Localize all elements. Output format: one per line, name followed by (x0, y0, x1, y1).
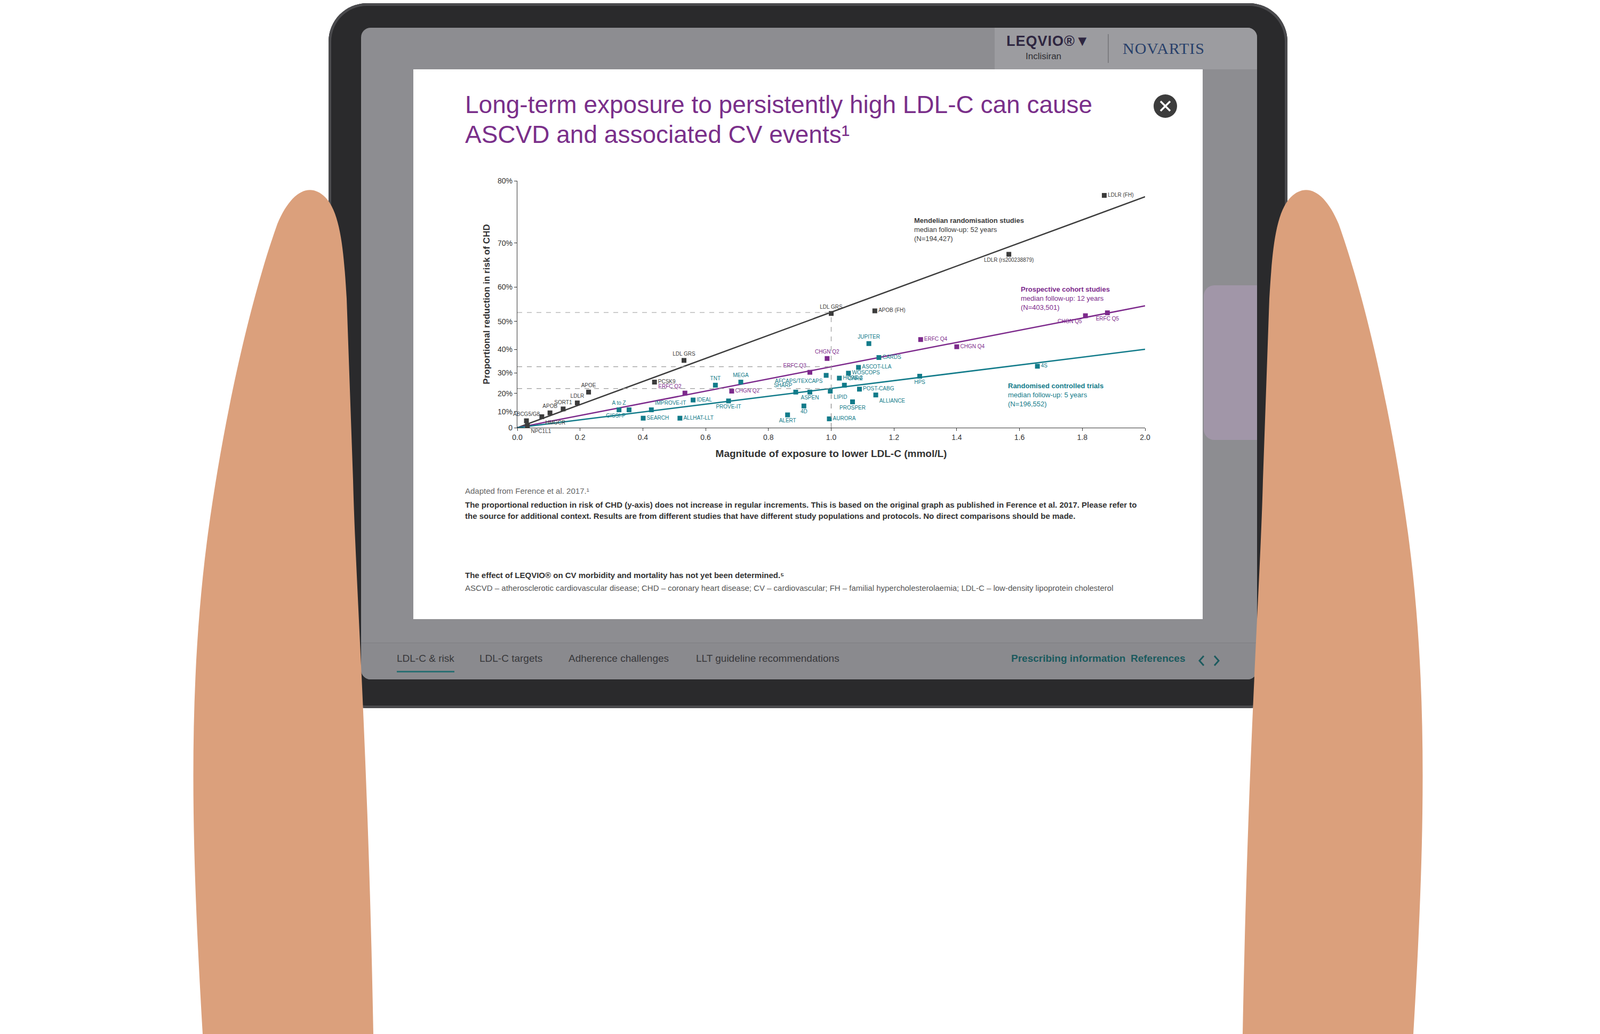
svg-text:HPS: HPS (914, 379, 926, 386)
html-text:Long-term exposure to persiste: Long-term exposure to persistently high … (465, 90, 1093, 149)
svg-text:LDLR (rs200238879): LDLR (rs200238879) (984, 257, 1034, 263)
svg-text:IMPROVE-IT: IMPROVE-IT (654, 400, 686, 406)
svg-text:80%: 80% (497, 176, 513, 186)
svg-text:Proportional reduction in risk: Proportional reduction in risk of CHD (481, 224, 492, 384)
svg-text:APOB: APOB (542, 403, 558, 410)
svg-text:ASPEN: ASPEN (801, 394, 820, 401)
svg-text:LIPID: LIPID (833, 394, 847, 400)
svg-text:0.0: 0.0 (512, 433, 523, 442)
svg-text:CHGN Q2: CHGN Q2 (735, 387, 760, 394)
svg-text:0.4: 0.4 (637, 433, 649, 442)
svg-text:0.6: 0.6 (700, 433, 711, 442)
svg-text:0.8: 0.8 (763, 433, 774, 442)
svg-text:POST-CABG: POST-CABG (862, 385, 895, 392)
svg-text:1.6: 1.6 (1014, 433, 1026, 442)
html-text:Inclisiran: Inclisiran (1025, 51, 1062, 62)
svg-text:WOSCOPS: WOSCOPS (851, 369, 880, 376)
svg-text:20%: 20% (497, 389, 513, 398)
svg-text:10%: 10% (497, 407, 513, 416)
html-text:LDL-C targets: LDL-C targets (479, 652, 543, 664)
svg-text:SHARP: SHARP (773, 382, 793, 389)
svg-text:PCSK9: PCSK9 (658, 378, 676, 385)
svg-text:0.2: 0.2 (574, 433, 586, 442)
svg-text:Randomised controlled trialsme: Randomised controlled trialsmedian follo… (1008, 381, 1104, 408)
svg-text:APOB (FH): APOB (FH) (878, 307, 906, 314)
svg-text:AURORA: AURORA (833, 415, 856, 422)
svg-text:LDLR: LDLR (570, 393, 585, 399)
svg-text:LDLR (FH): LDLR (FH) (1107, 192, 1134, 198)
html-text:The proportional reduction in: The proportional reduction in risk of CH… (465, 500, 1137, 521)
svg-text:60%: 60% (497, 282, 513, 292)
html-text:LDL-C & risk: LDL-C & risk (396, 652, 455, 664)
svg-text:PROSPER: PROSPER (839, 404, 866, 411)
svg-text:MEGA: MEGA (732, 372, 749, 379)
svg-text:ERFC Q4: ERFC Q4 (924, 336, 948, 342)
svg-text:SORT1: SORT1 (554, 399, 573, 406)
svg-text:ERFC Q3: ERFC Q3 (783, 362, 807, 369)
svg-text:1.8: 1.8 (1077, 433, 1088, 442)
svg-text:ERFC Q2: ERFC Q2 (658, 383, 682, 390)
svg-text:50%: 50% (497, 317, 513, 326)
html-text:NOVARTIS: NOVARTIS (1122, 39, 1205, 58)
svg-text:GISSI-P: GISSI-P (605, 412, 626, 419)
html-text:Prescribing information Refere: Prescribing information References (1011, 652, 1186, 664)
svg-text:Prospective cohort studiesmedi: Prospective cohort studiesmedian follow-… (1020, 285, 1110, 312)
svg-text:70%: 70% (497, 238, 513, 248)
svg-text:IDEAL: IDEAL (696, 396, 712, 403)
svg-text:Magnitude of exposure to lower: Magnitude of exposure to lower LDL-C (mm… (715, 448, 948, 460)
svg-text:HOPE-3: HOPE-3 (842, 374, 863, 381)
svg-text:LDL GRS: LDL GRS (672, 350, 696, 357)
svg-text:CHGN Q4: CHGN Q4 (960, 343, 986, 350)
svg-text:PROVE-IT: PROVE-IT (715, 403, 741, 410)
svg-text:Mendelian randomisation studie: Mendelian randomisation studiesmedian fo… (914, 216, 1024, 243)
svg-text:SEARCH: SEARCH (646, 414, 670, 421)
svg-text:0: 0 (508, 423, 513, 432)
svg-text:LDL GRS: LDL GRS (819, 304, 843, 310)
html-text:LLT guideline recommendations: LLT guideline recommendations (696, 652, 840, 664)
svg-text:30%: 30% (497, 368, 513, 378)
svg-text:APOE: APOE (581, 382, 597, 389)
svg-text:NPC1L1: NPC1L1 (530, 428, 551, 435)
html-text:Adherence challenges: Adherence challenges (568, 652, 669, 664)
svg-text:4D: 4D (800, 408, 808, 415)
html-text:Adapted from Ference et al. 20: Adapted from Ference et al. 2017.¹ (465, 486, 590, 496)
svg-text:AFCAPS/TEXCAPS: AFCAPS/TEXCAPS (774, 378, 823, 384)
svg-text:ERFC Q5: ERFC Q5 (1096, 315, 1120, 322)
svg-text:CHGN Q5: CHGN Q5 (1057, 318, 1083, 325)
html-text:The effect of LEQVIO® on CV mo: The effect of LEQVIO® on CV morbidity an… (465, 570, 785, 580)
svg-text:JUPITER: JUPITER (857, 333, 880, 340)
svg-text:ALERT: ALERT (779, 417, 797, 424)
svg-text:ASCOT-LLA: ASCOT-LLA (861, 363, 892, 370)
svg-text:CARE: CARE (848, 375, 863, 382)
svg-text:CARDS: CARDS (882, 354, 902, 360)
svg-text:1.4: 1.4 (951, 433, 963, 442)
svg-text:ABCG5/G8: ABCG5/G8 (513, 411, 540, 418)
svg-text:40%: 40% (497, 345, 513, 354)
svg-text:1.2: 1.2 (888, 433, 900, 442)
svg-text:1.0: 1.0 (826, 433, 837, 442)
svg-text:CHGN Q2: CHGN Q2 (814, 348, 840, 355)
svg-text:4S: 4S (1041, 362, 1048, 369)
svg-text:ALLIANCE: ALLIANCE (879, 397, 906, 404)
svg-text:A to Z: A to Z (612, 400, 627, 406)
svg-text:TNT: TNT (710, 375, 721, 382)
html-text:LEQVIO®▼: LEQVIO®▼ (1006, 33, 1090, 50)
svg-text:HMGCR: HMGCR (545, 419, 566, 426)
svg-text:2.0: 2.0 (1139, 433, 1151, 442)
svg-text:ALLHAT-LLT: ALLHAT-LLT (683, 414, 714, 421)
html-text:ASCVD – atherosclerotic cardio: ASCVD – atherosclerotic cardiovascular d… (465, 583, 1114, 593)
